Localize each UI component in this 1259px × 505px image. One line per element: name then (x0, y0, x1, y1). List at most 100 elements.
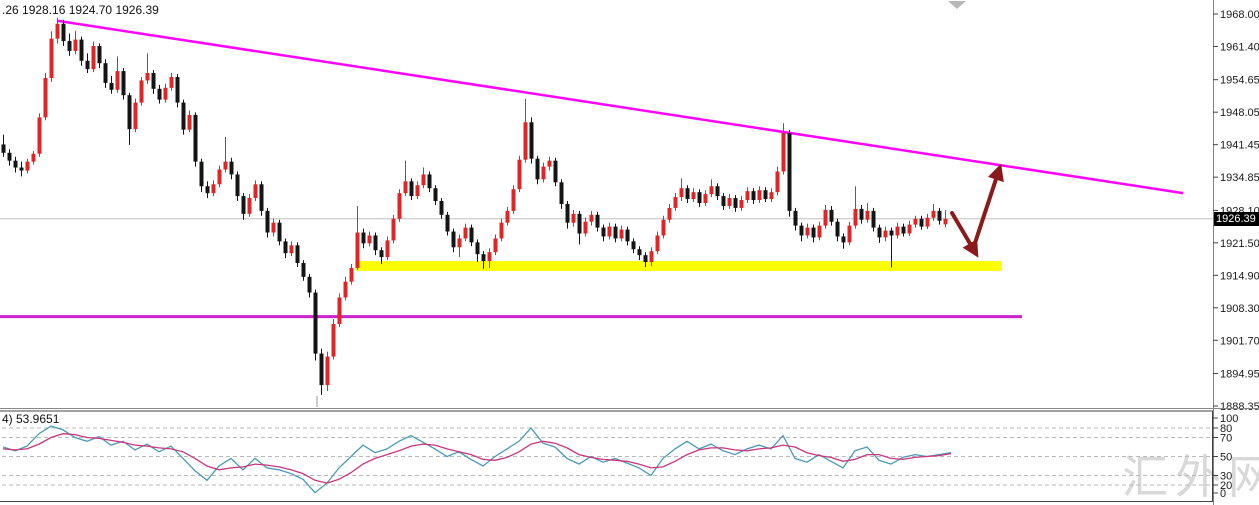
candle-body (757, 190, 762, 201)
candle-body (751, 191, 756, 201)
candle-body (49, 38, 54, 78)
candle-body (601, 227, 606, 237)
candle-body (355, 232, 360, 268)
candle-body (55, 23, 60, 39)
price-tick-label: 1961.40 (1220, 41, 1259, 53)
candle-body (889, 230, 894, 236)
candle-body (421, 174, 426, 186)
candle-body (835, 221, 840, 237)
candle-body (121, 71, 126, 96)
candle-body (493, 238, 498, 253)
candle-body (319, 353, 324, 386)
candle-body (559, 182, 564, 204)
candle-body (733, 198, 738, 208)
candle-body (775, 171, 780, 193)
candle-body (367, 235, 372, 244)
candle-body (259, 184, 264, 211)
candle-body (103, 63, 108, 83)
support-zone-band[interactable] (355, 261, 1002, 271)
candle-body (289, 245, 294, 254)
candle-body (697, 192, 702, 203)
candle-body (193, 114, 198, 162)
price-tick-label: 1948.05 (1220, 107, 1259, 119)
candle-body (763, 190, 768, 200)
candle-body (409, 181, 414, 197)
candle-body (199, 161, 204, 187)
candle-body (901, 226, 906, 234)
candle-body (769, 192, 774, 200)
candle-body (583, 221, 588, 234)
candle-body (151, 73, 156, 89)
price-tick-label: 1901.70 (1220, 335, 1259, 347)
candle-body (793, 210, 798, 226)
candle-body (691, 192, 696, 200)
candle-body (877, 227, 882, 238)
candle-body (625, 229, 630, 242)
price-tick-label: 1888.35 (1220, 401, 1259, 413)
candle-body (511, 189, 516, 211)
candle-body (133, 102, 138, 130)
indicator-pane-frame (0, 410, 1213, 502)
candle-body (325, 356, 330, 386)
ohlc-readout: .26 1928.16 1924.70 1926.39 (2, 3, 159, 17)
candle-body (631, 241, 636, 250)
oscillator-tick-label: 0 (1220, 488, 1226, 500)
candle-body (715, 186, 720, 197)
candle-body (175, 76, 180, 103)
candle-body (919, 218, 924, 227)
candle-body (487, 252, 492, 262)
candle-body (115, 71, 120, 90)
candle-body (37, 117, 42, 154)
candle-body (847, 225, 852, 243)
candle-body (547, 160, 552, 167)
candle-body (613, 226, 618, 239)
candle-body (361, 232, 366, 244)
candle-body (169, 76, 174, 88)
candle-body (811, 227, 816, 238)
indicator-label: 4) 53.9651 (2, 412, 60, 426)
candle-body (67, 41, 72, 51)
candle-body (685, 188, 690, 200)
price-tick-label: 1921.50 (1220, 238, 1259, 250)
candle-body (79, 39, 84, 61)
oscillator-line-signal (2, 433, 952, 484)
candle-body (253, 184, 258, 199)
candle-body (223, 161, 228, 170)
candle-body (157, 88, 162, 100)
candle-body (895, 226, 900, 236)
price-tick-label: 1941.45 (1220, 140, 1259, 152)
candle-body (649, 251, 654, 263)
candle-body (13, 160, 18, 168)
candle-body (439, 201, 444, 215)
arrow-down-annotation[interactable] (950, 211, 979, 258)
candle-body (589, 214, 594, 222)
candle-body (541, 166, 546, 180)
candle-body (163, 87, 168, 100)
candle-body (853, 208, 858, 226)
candle-body (883, 230, 888, 238)
candle-body (283, 241, 288, 254)
oscillator-tick-label: 20 (1220, 480, 1232, 492)
candle-body (211, 184, 216, 194)
candle-body (85, 60, 90, 70)
candle-body (505, 210, 510, 223)
candle-body (529, 122, 534, 159)
oscillator-tick-label: 30 (1220, 471, 1232, 483)
candle-body (841, 236, 846, 243)
candle-body (391, 218, 396, 241)
candle-body (781, 133, 786, 172)
candle-body (517, 159, 522, 190)
candle-body (805, 227, 810, 236)
candle-body (427, 174, 432, 189)
candle-body (145, 73, 150, 81)
candle-body (415, 185, 420, 197)
candle-body (1, 144, 6, 153)
arrow-up-annotation[interactable] (971, 163, 1004, 251)
candle-body (181, 102, 186, 130)
candle-body (661, 219, 666, 236)
candle-body (265, 210, 270, 233)
chart-shift-marker-icon (948, 1, 966, 9)
